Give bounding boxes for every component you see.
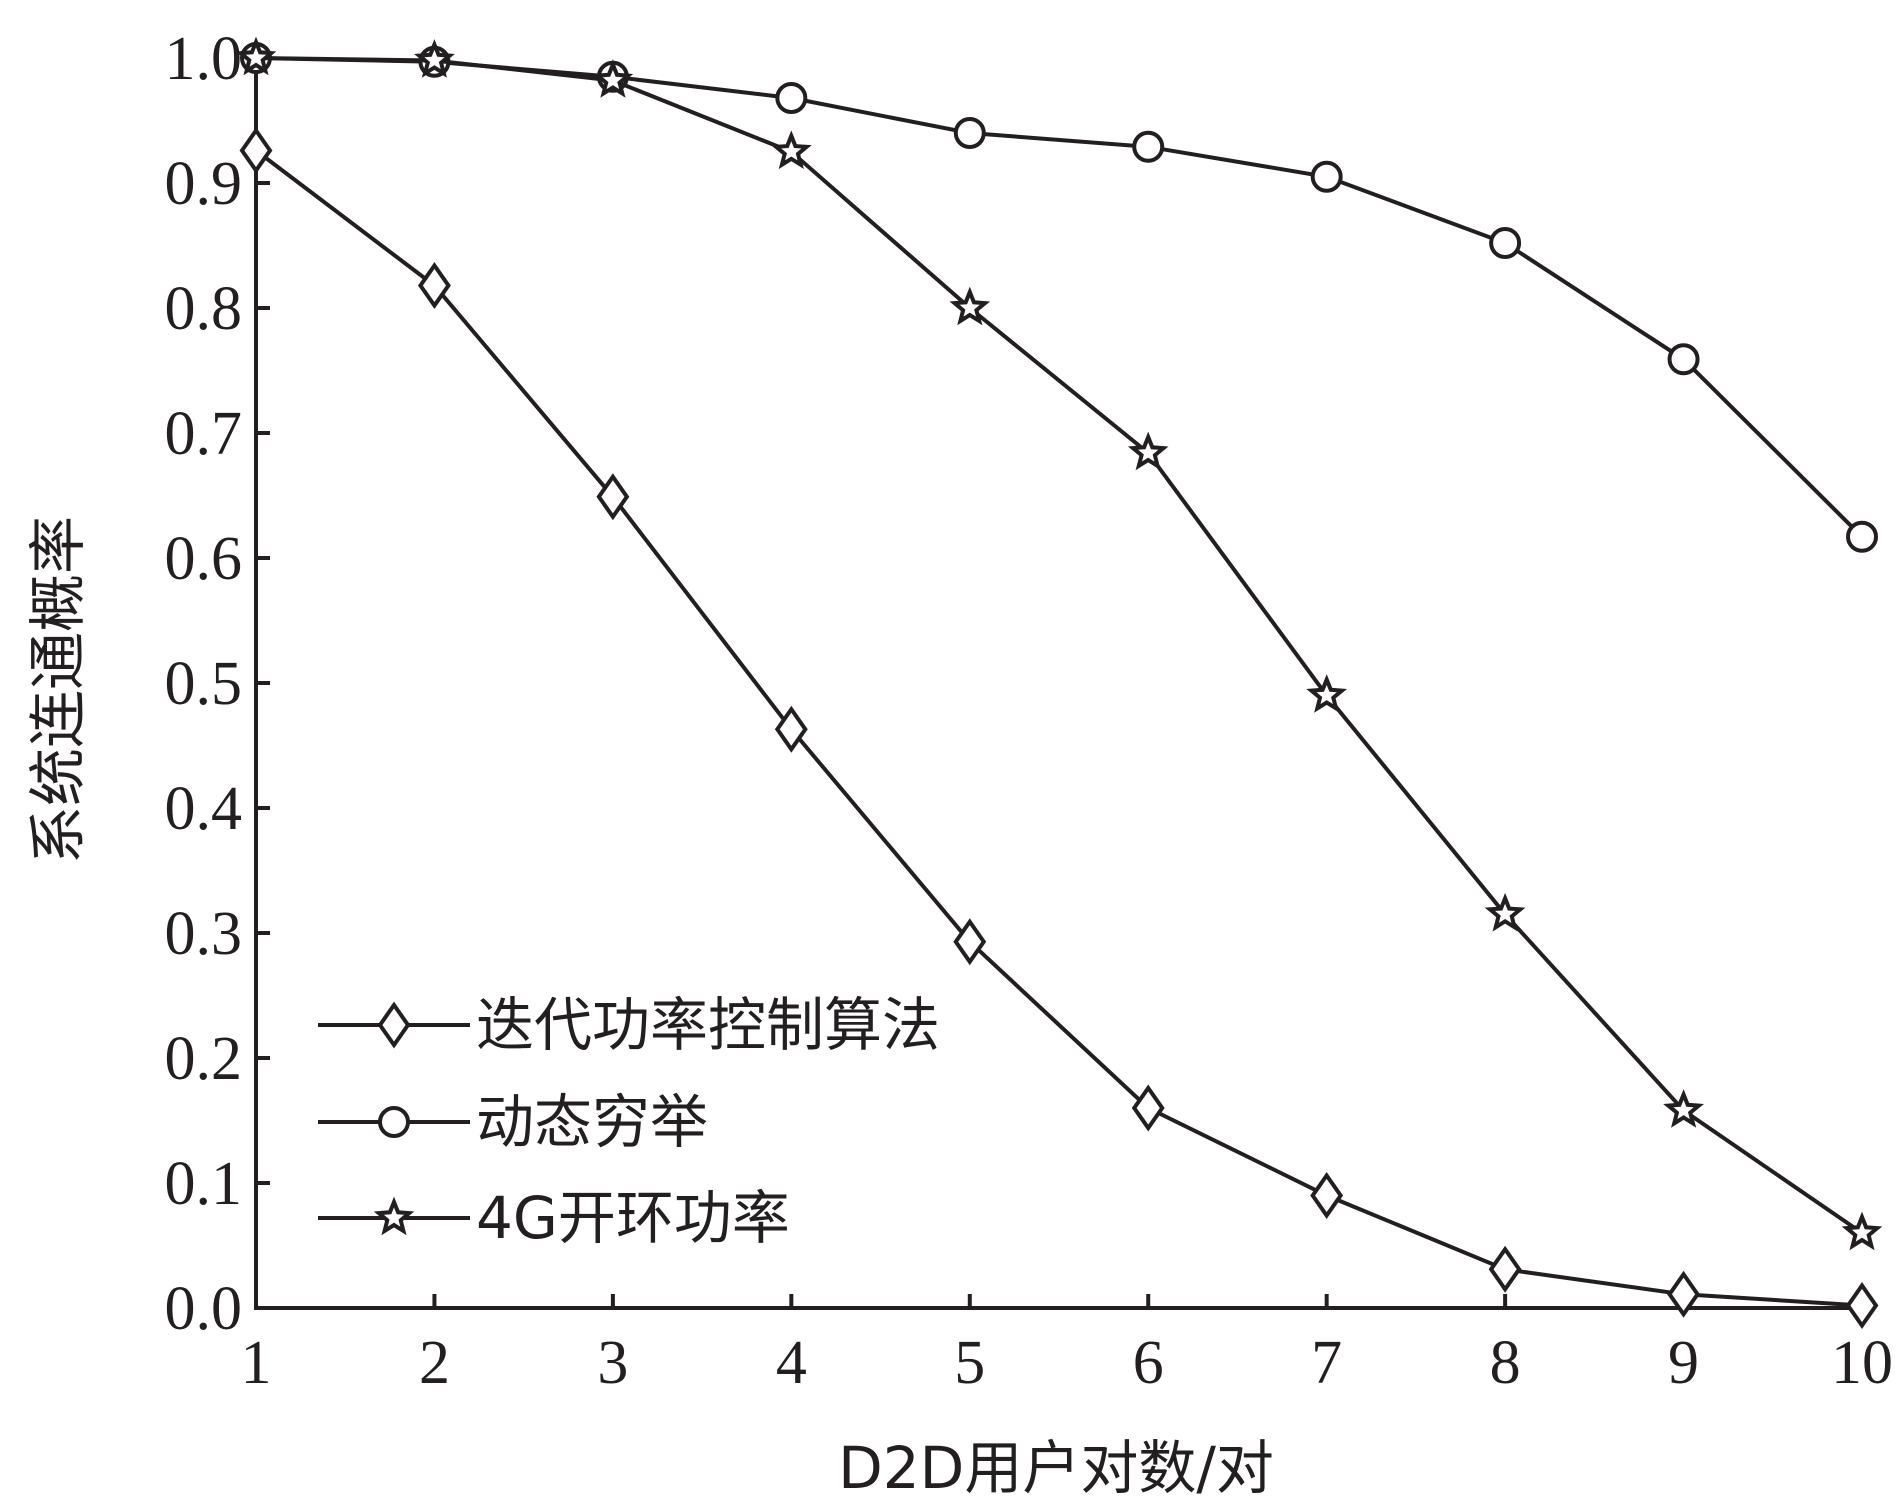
y-tick-label: 0.7 [165,400,243,468]
circle-marker [775,82,808,114]
circle-marker [378,1106,410,1138]
series-line [254,148,1863,1308]
x-tick-label: 2 [419,1329,450,1397]
diamond-marker [377,1001,411,1049]
star-marker [414,39,455,78]
y-tick-label: 0.5 [165,650,243,718]
diamond-marker [953,918,987,966]
legend-label: 迭代功率控制算法 [476,991,940,1059]
star-marker [592,59,634,98]
series-diamond [239,127,1879,1329]
x-tick-label: 9 [1668,1329,1699,1397]
y-tick-label: 0.2 [165,1025,243,1093]
circle-marker [1846,520,1878,553]
star-marker [1484,892,1526,932]
y-tick-label: 0.1 [165,1150,243,1218]
star-marker [235,36,277,76]
diamond-marker [1488,1245,1522,1293]
x-tick-label: 8 [1490,1329,1521,1397]
diamond-marker [239,127,273,174]
diamond-marker [774,705,808,753]
y-tick-label: 1.0 [165,25,243,93]
x-tick-label: 7 [1311,1329,1342,1397]
diamond-marker [418,262,451,309]
circle-marker [1132,130,1165,163]
y-tick-label: 0.9 [165,150,243,218]
series-group [235,36,1883,1329]
diamond-marker [596,473,630,521]
star-marker [949,286,991,326]
diamond-marker [1131,1084,1165,1132]
y-tick-label: 0.3 [165,900,243,968]
x-axis-title: D2D用户对数/对 [838,1434,1274,1502]
circle-marker [1667,343,1700,376]
x-tick-label: 3 [597,1329,628,1397]
circle-marker [953,117,986,149]
series-line [255,56,1864,539]
star-marker [1306,674,1348,713]
circle-marker [1310,160,1343,193]
star-marker [1127,431,1169,471]
series-circle [240,42,1878,553]
series-star [235,36,1883,1251]
y-tick-label: 0.4 [165,775,243,843]
x-tick-label: 1 [241,1329,272,1397]
y-axis-title: 系统连通概率 [24,516,92,864]
circle-marker [1489,227,1522,259]
legend-item: 动态穷举 [318,1088,708,1156]
tick-labels: 1 2 3 4 5 6 7 8 9 10 0.0 0.1 0.2 0.3 0.4 0.5 0.6 0.7 0.8 0.… [165,25,1894,1397]
y-tick-label: 0.0 [165,1275,243,1343]
x-tick-label: 10 [1831,1329,1893,1397]
star-marker [1663,1089,1704,1128]
legend-label: 动态穷举 [476,1088,708,1156]
diamond-marker [1310,1172,1344,1219]
x-tick-label: 6 [1133,1329,1164,1397]
star-marker [1841,1211,1883,1251]
y-tick-label: 0.6 [165,525,243,593]
legend-item: 迭代功率控制算法 [318,991,940,1059]
series-line [255,56,1864,1235]
diamond-marker [1667,1270,1700,1318]
star-marker [770,130,812,170]
x-tick-label: 4 [776,1329,807,1397]
x-tick-label: 5 [954,1329,985,1397]
diamond-marker [1845,1282,1879,1329]
star-marker [373,1196,415,1236]
legend-item: 4G开环功率 [318,1184,790,1252]
legend-label: 4G开环功率 [476,1184,790,1252]
y-tick-label: 0.8 [165,275,243,343]
